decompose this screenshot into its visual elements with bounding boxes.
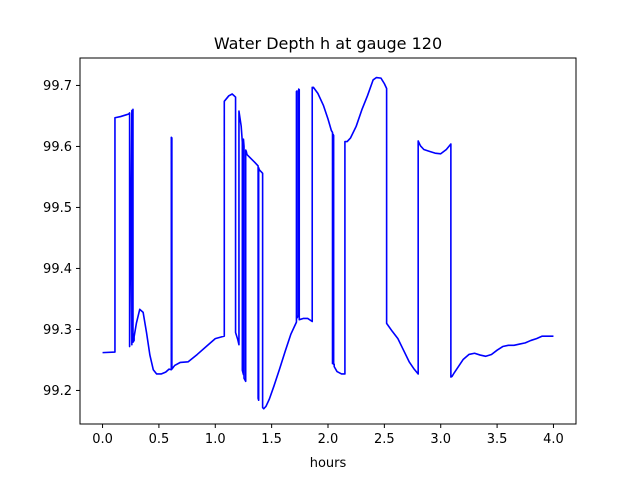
y-tick-label: 99.2 [43,384,72,399]
x-tick-label: 3.5 [487,432,508,447]
chart-title: Water Depth h at gauge 120 [214,34,442,53]
y-tick-label: 99.6 [43,140,72,155]
axes-frame [79,57,577,425]
x-tick-label: 1.5 [261,432,282,447]
y-tick-label: 99.4 [43,262,72,277]
x-tick-label: 3.0 [430,432,451,447]
axis-ticks: 0.0 0.5 1.0 1.5 2.0 2.5 3.0 3.5 4.0 99.2 99.3 99.4 9… [43,79,564,447]
x-tick-label: 1.0 [205,432,226,447]
y-tick-label: 99.3 [43,323,72,338]
x-tick-label: 2.5 [374,432,395,447]
x-axis-label: hours [310,456,347,471]
x-tick-label: 4.0 [543,432,564,447]
x-tick-label: 2.0 [318,432,339,447]
plot-area [102,76,554,410]
series-line-0 [102,76,554,410]
x-tick-label: 0.5 [149,432,170,447]
y-tick-label: 99.7 [43,79,72,94]
y-tick-label: 99.5 [43,201,72,216]
x-tick-label: 0.0 [92,432,113,447]
